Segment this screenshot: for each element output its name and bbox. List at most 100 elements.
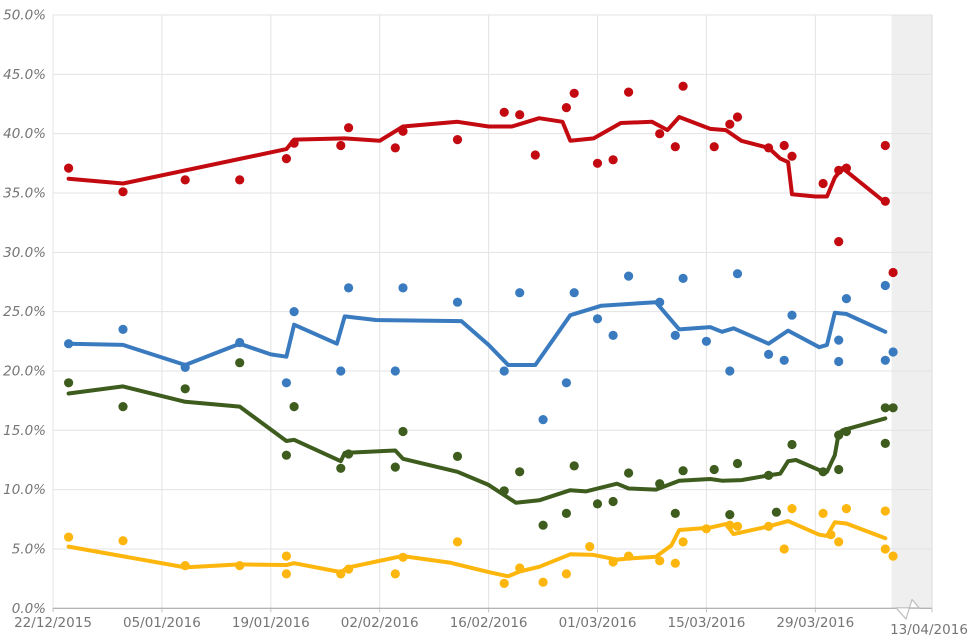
poll-dot-green-series[interactable] xyxy=(787,439,797,450)
poll-dot-green-series[interactable] xyxy=(561,508,572,518)
poll-dot-green-series[interactable] xyxy=(390,462,400,472)
poll-dot-green-series[interactable] xyxy=(834,430,844,440)
poll-dot-red-series[interactable] xyxy=(281,154,291,164)
poll-dot-red-series[interactable] xyxy=(624,87,634,97)
poll-dot-blue-series[interactable] xyxy=(764,349,774,359)
poll-dot-red-series[interactable] xyxy=(499,107,509,117)
poll-dot-yellow-series[interactable] xyxy=(64,532,74,542)
poll-dot-yellow-series[interactable] xyxy=(608,557,618,567)
poll-dot-blue-series[interactable] xyxy=(834,335,844,345)
poll-dot-green-series[interactable] xyxy=(709,464,719,475)
poll-dot-green-series[interactable] xyxy=(538,520,548,530)
poll-dot-green-series[interactable] xyxy=(818,467,828,477)
poll-dot-red-series[interactable] xyxy=(561,103,572,113)
poll-dot-blue-series[interactable] xyxy=(289,307,299,317)
poll-dot-yellow-series[interactable] xyxy=(655,556,665,566)
poll-dot-green-series[interactable] xyxy=(289,402,299,412)
poll-dot-blue-series[interactable] xyxy=(515,288,525,298)
poll-dot-yellow-series[interactable] xyxy=(880,544,890,554)
poll-dot-blue-series[interactable] xyxy=(787,310,797,320)
poll-dot-blue-series[interactable] xyxy=(670,330,680,340)
poll-dot-green-series[interactable] xyxy=(670,508,680,518)
poll-dot-green-series[interactable] xyxy=(725,509,735,520)
poll-dot-yellow-series[interactable] xyxy=(118,536,128,546)
trend-line-green-series[interactable] xyxy=(66,384,888,505)
poll-dot-blue-series[interactable] xyxy=(561,378,572,388)
poll-dot-yellow-series[interactable] xyxy=(515,563,525,573)
poll-dot-yellow-series[interactable] xyxy=(538,577,548,587)
poll-dot-red-series[interactable] xyxy=(834,237,844,247)
poll-dot-green-series[interactable] xyxy=(655,479,665,489)
poll-dot-yellow-series[interactable] xyxy=(841,504,852,514)
poll-dot-green-series[interactable] xyxy=(344,449,354,459)
poll-dot-blue-series[interactable] xyxy=(841,294,852,304)
poll-dot-blue-series[interactable] xyxy=(64,339,74,349)
poll-dot-blue-series[interactable] xyxy=(538,415,548,425)
poll-dot-green-series[interactable] xyxy=(569,461,579,471)
poll-dot-green-series[interactable] xyxy=(281,450,291,460)
poll-dot-green-series[interactable] xyxy=(180,384,190,394)
poll-dot-blue-series[interactable] xyxy=(880,280,890,291)
poll-dot-yellow-series[interactable] xyxy=(888,551,898,561)
poll-dot-yellow-series[interactable] xyxy=(670,558,680,568)
poll-dot-green-series[interactable] xyxy=(64,378,74,388)
poll-dot-red-series[interactable] xyxy=(779,140,789,151)
poll-dot-red-series[interactable] xyxy=(732,112,743,122)
poll-dot-yellow-series[interactable] xyxy=(398,552,408,562)
poll-dot-red-series[interactable] xyxy=(608,155,618,165)
poll-dot-blue-series[interactable] xyxy=(499,366,509,376)
poll-dot-green-series[interactable] xyxy=(888,403,898,413)
poll-dot-green-series[interactable] xyxy=(452,451,463,461)
poll-dot-red-series[interactable] xyxy=(235,175,245,185)
poll-dot-red-series[interactable] xyxy=(880,140,890,151)
poll-dot-blue-series[interactable] xyxy=(608,330,618,340)
poll-dot-blue-series[interactable] xyxy=(281,378,291,388)
poll-dot-blue-series[interactable] xyxy=(678,273,688,283)
poll-dot-red-series[interactable] xyxy=(336,140,346,151)
poll-dot-green-series[interactable] xyxy=(764,470,774,480)
poll-dot-red-series[interactable] xyxy=(180,175,190,185)
poll-dot-blue-series[interactable] xyxy=(452,297,463,307)
poll-dot-blue-series[interactable] xyxy=(834,356,844,367)
poll-dot-red-series[interactable] xyxy=(880,196,890,206)
poll-dot-red-series[interactable] xyxy=(709,142,719,152)
poll-dot-blue-series[interactable] xyxy=(336,366,346,376)
poll-dot-yellow-series[interactable] xyxy=(701,524,712,534)
poll-dot-red-series[interactable] xyxy=(118,187,128,197)
poll-dot-green-series[interactable] xyxy=(880,438,890,448)
poll-dot-yellow-series[interactable] xyxy=(764,521,774,532)
poll-dot-blue-series[interactable] xyxy=(779,355,789,365)
poll-dot-green-series[interactable] xyxy=(624,468,634,478)
poll-dot-yellow-series[interactable] xyxy=(826,530,836,540)
poll-dot-green-series[interactable] xyxy=(732,458,743,469)
poll-dot-green-series[interactable] xyxy=(118,402,128,412)
poll-dot-yellow-series[interactable] xyxy=(390,569,400,579)
poll-dot-yellow-series[interactable] xyxy=(561,569,572,579)
poll-dot-blue-series[interactable] xyxy=(624,271,634,281)
poll-dot-yellow-series[interactable] xyxy=(818,508,828,518)
poll-dot-red-series[interactable] xyxy=(834,165,844,175)
poll-dot-green-series[interactable] xyxy=(592,499,603,509)
poll-dot-red-series[interactable] xyxy=(678,81,688,91)
poll-dot-blue-series[interactable] xyxy=(880,355,890,365)
poll-dot-yellow-series[interactable] xyxy=(880,506,890,516)
poll-dot-green-series[interactable] xyxy=(235,358,245,368)
poll-dot-red-series[interactable] xyxy=(344,123,354,133)
poll-dot-blue-series[interactable] xyxy=(701,336,712,346)
poll-dot-yellow-series[interactable] xyxy=(779,544,789,554)
poll-dot-red-series[interactable] xyxy=(841,163,852,173)
poll-dot-green-series[interactable] xyxy=(499,486,509,496)
poll-dot-green-series[interactable] xyxy=(771,507,782,517)
poll-dot-red-series[interactable] xyxy=(390,143,400,153)
trend-line-red-series[interactable] xyxy=(66,115,888,205)
poll-dot-blue-series[interactable] xyxy=(732,269,743,279)
poll-dot-yellow-series[interactable] xyxy=(336,569,346,579)
poll-dot-yellow-series[interactable] xyxy=(725,520,735,530)
poll-dot-green-series[interactable] xyxy=(608,496,618,507)
poll-dot-red-series[interactable] xyxy=(569,88,579,98)
poll-dot-blue-series[interactable] xyxy=(235,337,245,348)
poll-dot-blue-series[interactable] xyxy=(569,288,579,298)
poll-dot-yellow-series[interactable] xyxy=(235,561,245,571)
plot-area[interactable] xyxy=(53,15,932,608)
poll-dot-yellow-series[interactable] xyxy=(281,569,291,579)
